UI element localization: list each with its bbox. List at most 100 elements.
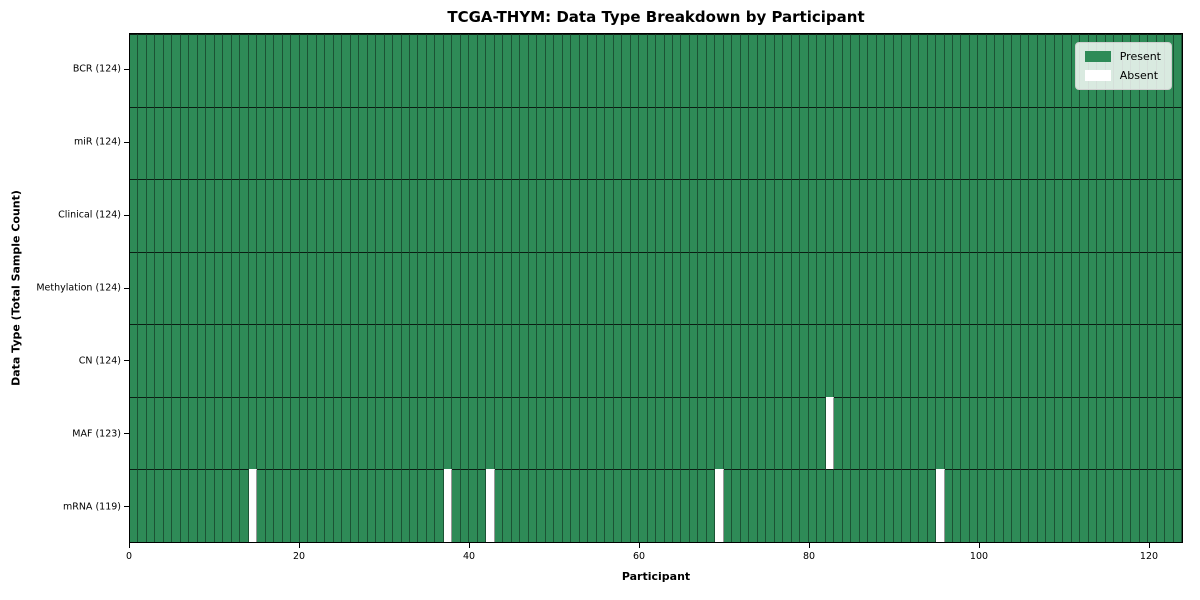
present-cell [1088, 179, 1098, 252]
x-tick-mark [639, 543, 640, 548]
present-cell [172, 469, 181, 543]
present-cell [393, 396, 402, 470]
present-cell [528, 34, 538, 107]
present-cell [969, 106, 979, 180]
present-cell [325, 179, 334, 252]
present-cell [800, 324, 809, 397]
present-cell [214, 396, 224, 470]
data-type-row [130, 396, 1183, 470]
present-cell [1012, 324, 1021, 397]
present-cell [350, 179, 360, 252]
present-cell [783, 324, 792, 397]
present-cell [732, 324, 741, 397]
present-cell [274, 324, 283, 397]
present-cell [1063, 469, 1072, 543]
present-cell [520, 106, 529, 180]
present-cell [808, 469, 818, 543]
present-cell [1003, 251, 1013, 325]
present-cell [859, 469, 869, 543]
present-cell [919, 106, 928, 180]
present-cell [503, 179, 512, 252]
present-cell [774, 396, 784, 470]
present-cell [452, 469, 461, 543]
present-cell [842, 251, 852, 325]
present-cell [342, 396, 351, 470]
present-cell [1046, 34, 1055, 107]
present-cell [554, 396, 563, 470]
present-cell [257, 34, 266, 107]
present-cell [308, 251, 317, 325]
present-cell [1156, 469, 1166, 543]
present-cell [248, 34, 258, 107]
present-cell [825, 34, 835, 107]
present-cell [952, 469, 962, 543]
present-cell [308, 179, 317, 252]
present-cell [1046, 396, 1055, 470]
present-cell [477, 469, 487, 543]
present-cell [359, 106, 368, 180]
data-type-row [130, 106, 1183, 180]
present-cell [689, 469, 699, 543]
present-cell [240, 106, 249, 180]
present-cell [503, 251, 512, 325]
present-cell [393, 179, 402, 252]
present-cell [503, 396, 512, 470]
present-cell [588, 179, 597, 252]
present-cell [851, 396, 860, 470]
present-cell [180, 34, 190, 107]
present-cell [673, 469, 682, 543]
present-cell [257, 324, 266, 397]
x-tick-mark [129, 543, 130, 548]
present-cell [1029, 251, 1038, 325]
present-cell [851, 251, 860, 325]
present-cell [172, 324, 181, 397]
present-cell [902, 251, 911, 325]
x-axis-label: Participant [621, 570, 691, 583]
present-cell [435, 34, 444, 107]
present-cell [477, 251, 487, 325]
present-cell [961, 324, 970, 397]
present-cell [435, 324, 444, 397]
present-cell [1020, 324, 1030, 397]
present-cell [1080, 469, 1089, 543]
present-cell [630, 251, 640, 325]
present-cell [647, 324, 657, 397]
present-cell [554, 106, 563, 180]
present-cell [537, 469, 546, 543]
present-cell [511, 251, 521, 325]
present-cell [1114, 396, 1123, 470]
present-cell [715, 34, 724, 107]
present-cell [520, 396, 529, 470]
present-cell [1063, 34, 1072, 107]
present-cell [902, 34, 911, 107]
present-cell [299, 106, 309, 180]
present-cell [231, 251, 241, 325]
present-cell [1054, 251, 1064, 325]
present-cell [800, 34, 809, 107]
present-cell [1046, 324, 1055, 397]
present-cell [511, 179, 521, 252]
present-cell [520, 469, 529, 543]
present-cell [130, 34, 139, 107]
present-cell [206, 396, 215, 470]
present-cell [308, 396, 317, 470]
present-cell [859, 106, 869, 180]
present-cell [579, 106, 589, 180]
present-cell [172, 179, 181, 252]
present-cell [486, 324, 495, 397]
present-cell [893, 179, 903, 252]
present-cell [308, 34, 317, 107]
present-cell [1088, 469, 1098, 543]
present-cell [766, 106, 775, 180]
present-cell [511, 469, 521, 543]
present-cell [1148, 179, 1157, 252]
present-cell [1071, 251, 1081, 325]
present-cell [545, 179, 555, 252]
present-cell [1088, 324, 1098, 397]
present-cell [952, 179, 962, 252]
y-tick-label: mRNA (119) [62, 501, 121, 513]
present-cell [605, 106, 614, 180]
present-cell [622, 179, 631, 252]
present-cell [910, 469, 920, 543]
present-cell [774, 324, 784, 397]
